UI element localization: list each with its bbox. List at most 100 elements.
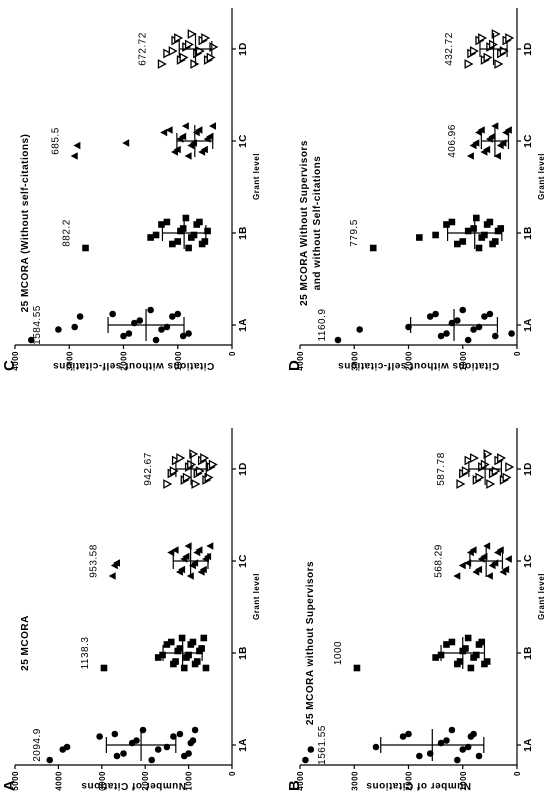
data-point: [443, 330, 450, 337]
data-point: [187, 29, 197, 39]
chart-title: 25 MCORA: [20, 615, 31, 671]
data-point: [470, 326, 477, 333]
data-point: [189, 638, 197, 646]
mean-label: 1138.3: [80, 637, 91, 670]
data-point: [112, 559, 120, 567]
data-point: [459, 746, 467, 753]
data-point: [502, 565, 510, 574]
data-point: [176, 453, 186, 463]
data-point: [184, 542, 192, 550]
data-point: [470, 730, 477, 738]
mean-label: 685.5: [51, 127, 62, 155]
data-point: [200, 634, 208, 642]
x-tick-label: 1D: [523, 42, 534, 56]
y-tick-label: 0: [513, 771, 522, 776]
data-point: [201, 238, 209, 245]
data-point: [199, 565, 207, 574]
x-axis-title: Grant level: [537, 573, 546, 620]
data-point: [55, 326, 62, 333]
y-tick-label: 3000: [350, 771, 359, 791]
data-point: [416, 752, 423, 760]
data-point: [467, 664, 475, 672]
y-tick-label: 4000: [11, 351, 20, 371]
y-tick-label: 0: [513, 351, 522, 356]
x-tick-label: 1C: [523, 134, 534, 148]
data-point: [108, 572, 116, 580]
data-point: [111, 730, 119, 738]
mean-label: 882.2: [62, 219, 73, 247]
mean-label: 568.29: [433, 544, 444, 578]
mean-label: 779.5: [349, 219, 360, 247]
data-point: [485, 572, 493, 580]
data-point: [399, 733, 407, 740]
data-point: [148, 756, 156, 764]
data-point: [508, 330, 515, 337]
data-point: [432, 654, 439, 661]
x-axis-title: Grant level: [252, 153, 261, 200]
data-point: [475, 752, 483, 760]
y-tick-label: 3000: [65, 351, 74, 371]
data-point: [163, 479, 173, 489]
data-point: [483, 52, 493, 63]
data-point: [169, 240, 176, 248]
data-point: [152, 336, 160, 344]
data-point: [158, 326, 165, 333]
data-point: [167, 548, 175, 557]
data-point: [63, 743, 71, 751]
y-tick-label: 2000: [405, 351, 414, 371]
data-point: [195, 126, 203, 134]
data-point: [100, 664, 108, 672]
data-point: [432, 231, 439, 239]
data-point: [459, 238, 467, 245]
data-point: [191, 726, 199, 734]
data-point: [82, 244, 89, 252]
mean-label: 1561.55: [317, 725, 328, 765]
x-axis-title: Grant level: [252, 573, 261, 620]
chart-title: 25 MCORA Without Supervisors: [299, 140, 310, 306]
data-point: [473, 214, 480, 222]
data-point: [475, 244, 483, 252]
data-point: [136, 317, 144, 324]
data-point: [492, 238, 499, 245]
data-point: [70, 152, 78, 160]
x-tick-label: 1B: [523, 226, 534, 240]
data-point: [122, 139, 130, 147]
data-point: [372, 743, 380, 751]
y-tick-label: 2000: [120, 351, 129, 371]
data-point: [185, 244, 192, 252]
data-point: [469, 453, 479, 463]
x-tick-label: 1C: [238, 134, 249, 148]
y-tick-label: 0: [228, 771, 237, 776]
x-tick-label: 1D: [238, 462, 249, 476]
data-point: [483, 145, 491, 154]
data-point: [497, 225, 505, 232]
data-point: [469, 546, 477, 554]
x-tick-label: 1C: [523, 554, 534, 568]
data-point: [174, 33, 184, 43]
y-tick-label: 3000: [350, 351, 359, 371]
data-point: [464, 59, 474, 69]
data-point: [475, 565, 483, 574]
data-point: [120, 750, 127, 757]
x-tick-label: 1D: [238, 42, 249, 56]
data-point: [172, 658, 179, 665]
data-point: [502, 472, 512, 483]
data-point: [196, 218, 203, 226]
y-tick-label: 5000: [11, 771, 20, 791]
data-point: [459, 306, 467, 314]
x-tick-label: 1A: [523, 738, 534, 752]
data-point: [483, 449, 493, 459]
data-point: [193, 658, 201, 665]
data-point: [208, 459, 218, 470]
data-point: [176, 730, 184, 738]
data-point: [209, 122, 217, 130]
data-point: [202, 664, 210, 672]
data-point: [71, 323, 78, 331]
data-point: [189, 737, 197, 744]
data-point: [185, 750, 192, 757]
data-point: [195, 546, 203, 554]
data-point: [152, 231, 160, 239]
